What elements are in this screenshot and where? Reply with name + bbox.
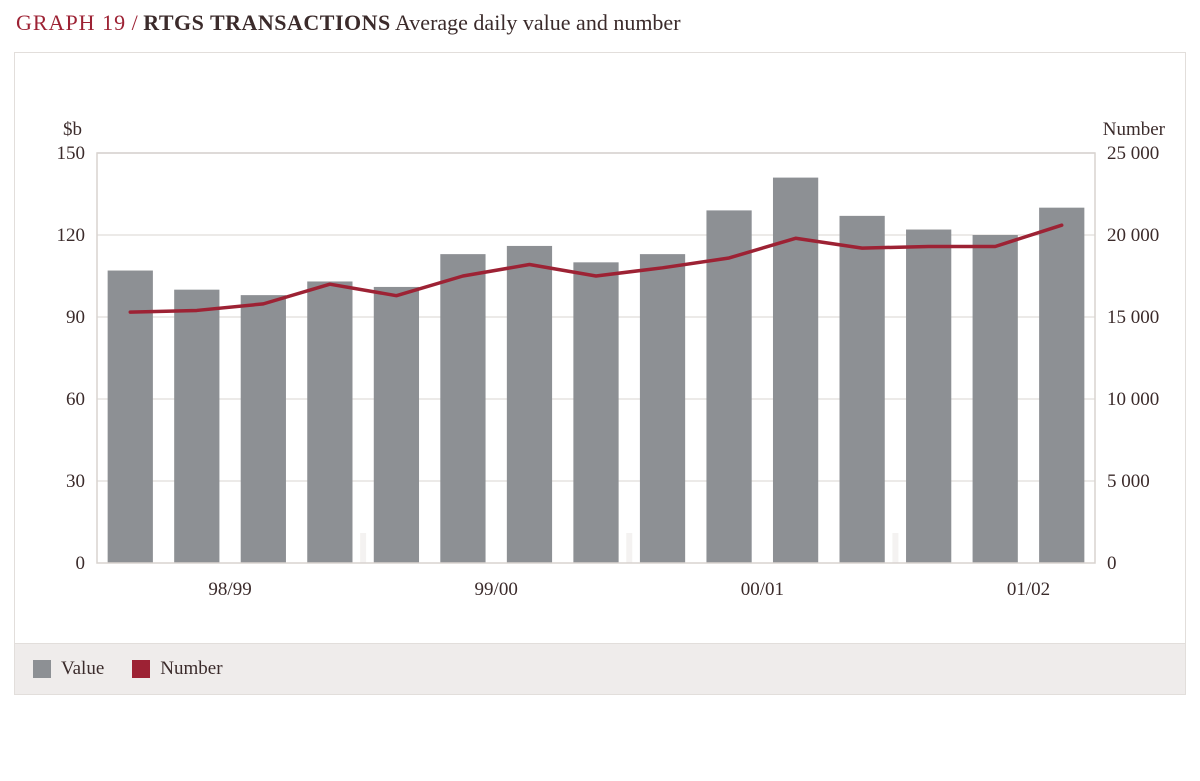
title-prefix: GRAPH 19 [16, 10, 126, 35]
graph-container: GRAPH 19 / RTGS TRANSACTIONS Average dai… [0, 0, 1200, 781]
legend-label-number: Number [160, 658, 222, 680]
svg-text:150: 150 [57, 143, 86, 164]
legend-swatch-number [132, 660, 150, 678]
svg-text:25 000: 25 000 [1107, 143, 1159, 164]
legend-label-value: Value [61, 658, 104, 680]
chart-panel: $b Number 0 30 60 90 120 150 0 5 000 10 000 15 000 2… [14, 52, 1186, 695]
svg-text:10 000: 10 000 [1107, 389, 1159, 410]
title-main: RTGS TRANSACTIONS [143, 10, 391, 35]
legend-strip: Value Number [15, 643, 1185, 694]
svg-text:0: 0 [76, 553, 86, 574]
title-subtitle: Average daily value and number [391, 10, 681, 35]
svg-text:15 000: 15 000 [1107, 307, 1159, 328]
legend-item-number: Number [132, 658, 222, 680]
chart-svg: $b Number 0 30 60 90 120 150 0 5 000 10 000 15 000 2… [15, 53, 1185, 643]
svg-text:120: 120 [57, 225, 86, 246]
svg-text:00/01: 00/01 [741, 579, 784, 600]
svg-text:98/99: 98/99 [208, 579, 251, 600]
svg-text:90: 90 [66, 307, 85, 328]
svg-text:Number: Number [1103, 119, 1166, 140]
svg-text:5 000: 5 000 [1107, 471, 1150, 492]
legend-swatch-value [33, 660, 51, 678]
legend-item-value: Value [33, 658, 104, 680]
title-slash: / [126, 10, 143, 35]
chart-plot-area: $b Number 0 30 60 90 120 150 0 5 000 10 000 15 000 2… [15, 53, 1185, 643]
svg-text:01/02: 01/02 [1007, 579, 1050, 600]
svg-text:20 000: 20 000 [1107, 225, 1159, 246]
graph-title: GRAPH 19 / RTGS TRANSACTIONS Average dai… [16, 10, 1186, 36]
svg-text:0: 0 [1107, 553, 1117, 574]
svg-text:30: 30 [66, 471, 85, 492]
svg-text:99/00: 99/00 [475, 579, 518, 600]
svg-text:60: 60 [66, 389, 85, 410]
svg-text:$b: $b [63, 119, 82, 140]
